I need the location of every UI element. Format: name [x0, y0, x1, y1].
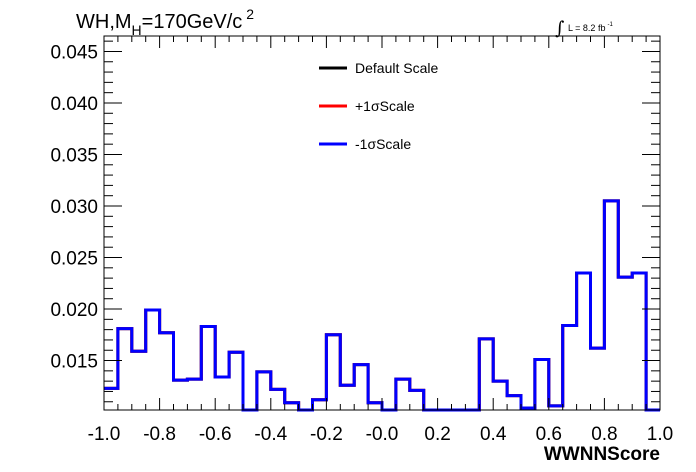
x-tick-label: -0.0: [366, 424, 399, 445]
legend-label-1: +1σScale: [355, 98, 415, 114]
title-superscript: 2: [246, 6, 254, 22]
y-tick-label: 0.020: [50, 300, 98, 321]
chart-title: WH,MH=170GeV/c 2: [76, 6, 254, 38]
axes: -1.0 -0.8 -0.6 -0.4 -0.2 -0.0 0.2 0.4 0.6 0.8 1.0 0…: [50, 35, 673, 445]
x-tick-label: -0.6: [199, 424, 232, 445]
x-tick-label: 0.8: [591, 424, 617, 445]
lumi-label: L = 8.2 fb -1: [568, 22, 613, 33]
y-tick-label: 0.025: [50, 249, 98, 270]
x-tick-label: 0.4: [480, 424, 507, 445]
y-tick-label: 0.040: [50, 94, 98, 115]
y-tick-label: 0.030: [50, 197, 98, 218]
x-tick-label: 1.0: [647, 424, 673, 445]
series-line-2: [104, 199, 660, 412]
y-tick-label: 0.035: [50, 145, 98, 166]
y-tick-label: 0.015: [50, 352, 98, 373]
legend-label-0: Default Scale: [355, 60, 438, 76]
x-tick-label: -0.8: [143, 424, 176, 445]
lumi-text: L = 8.2 fb: [568, 23, 605, 33]
x-tick-label: -0.2: [310, 424, 343, 445]
title-value: =170GeV/c: [142, 11, 243, 33]
lumi-integral: ∫: [555, 18, 565, 39]
x-tick-label: -0.4: [254, 424, 287, 445]
title-base: WH,M: [76, 11, 132, 33]
x-tick-label: 0.2: [424, 424, 450, 445]
y-tick-label: 0.045: [50, 42, 98, 63]
x-tick-label: -1.0: [88, 424, 121, 445]
x-tick-label: 0.6: [536, 424, 562, 445]
lumi-superscript: -1: [607, 22, 613, 28]
legend: Default Scale +1σScale -1σScale: [319, 60, 438, 152]
legend-label-2: -1σScale: [355, 136, 411, 152]
x-axis-title: WWNNScore: [544, 444, 660, 465]
title-subscript: H: [132, 22, 142, 38]
plot-area: [104, 199, 660, 412]
